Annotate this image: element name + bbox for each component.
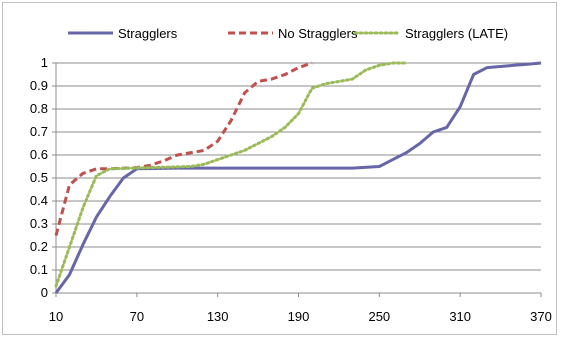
y-tick-label: 0.6	[30, 147, 48, 162]
x-tick-label: 130	[207, 309, 229, 324]
x-axis-ticks: 10 70 130 190 250 310 370	[49, 293, 552, 324]
y-axis-ticks: 0 0.1 0.2 0.3 0.4 0.5 0.6 0.7 0.8 0.9 1	[30, 55, 56, 300]
line-chart: Stragglers No Stragglers Stragglers (LATE)…	[30, 26, 552, 324]
y-tick-label: 0.7	[30, 124, 48, 139]
series-line-1	[54, 61, 542, 294]
series-line-2	[54, 61, 313, 236]
x-tick-label: 250	[368, 309, 390, 324]
y-tick-label: 0.2	[30, 239, 48, 254]
x-tick-label: 370	[530, 309, 552, 324]
y-tick-label: 1	[41, 55, 48, 70]
x-tick-label: 310	[449, 309, 471, 324]
series-line-3	[54, 61, 408, 288]
y-tick-label: 0.5	[30, 170, 48, 185]
legend-label-3: Stragglers (LATE)	[405, 26, 508, 41]
x-tick-label: 70	[130, 309, 144, 324]
legend-label-1: Stragglers	[118, 26, 178, 41]
legend-label-2: No Stragglers	[278, 26, 358, 41]
y-tick-label: 0.8	[30, 101, 48, 116]
y-tick-label: 0.1	[30, 262, 48, 277]
y-tick-label: 0	[41, 285, 48, 300]
x-tick-label: 190	[288, 309, 310, 324]
gridlines	[56, 62, 541, 271]
legend: Stragglers No Stragglers Stragglers (LATE)	[68, 26, 508, 41]
series-lines	[54, 61, 542, 294]
x-tick-label: 10	[49, 309, 63, 324]
y-tick-label: 0.9	[30, 78, 48, 93]
chart-frame: Stragglers No Stragglers Stragglers (LATE)…	[2, 2, 557, 335]
y-tick-label: 0.3	[30, 216, 48, 231]
y-tick-label: 0.4	[30, 193, 48, 208]
